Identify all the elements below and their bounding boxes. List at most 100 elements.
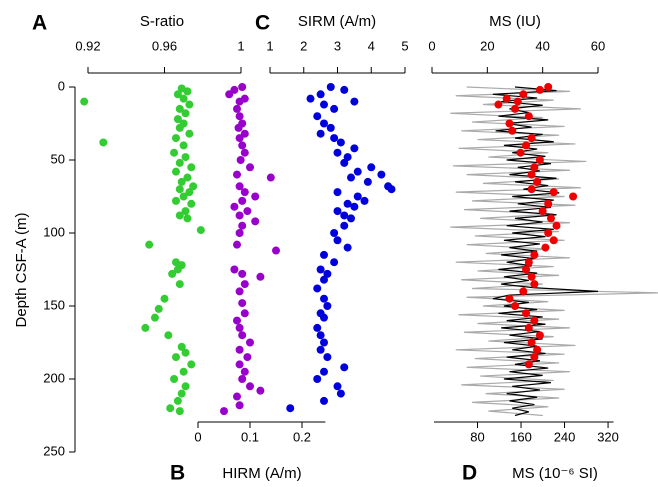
data-point [243, 353, 252, 362]
panel-letter: C [255, 12, 270, 35]
data-point [160, 294, 169, 303]
data-point [171, 353, 180, 362]
data-point [233, 170, 241, 179]
panel-letter: A [32, 12, 47, 35]
data-point [175, 185, 184, 194]
data-point [511, 302, 519, 310]
data-point [549, 188, 558, 197]
data-point [313, 323, 322, 332]
data-point [235, 97, 244, 106]
data-point [527, 338, 536, 347]
data-point [313, 375, 322, 383]
data-point [171, 167, 180, 176]
data-point [508, 126, 517, 135]
data-point [527, 272, 536, 281]
data-point [522, 309, 531, 318]
data-point [524, 112, 533, 121]
data-point [333, 382, 342, 391]
data-point [196, 226, 205, 235]
data-point [527, 185, 536, 194]
data-point [179, 192, 188, 201]
data-point [240, 188, 249, 197]
data-point [377, 170, 386, 179]
data-point [320, 313, 328, 322]
data-point [286, 404, 295, 413]
data-point [535, 331, 544, 340]
data-point [183, 214, 192, 223]
data-point [546, 214, 555, 223]
data-point [387, 185, 396, 194]
data-point [177, 389, 186, 398]
data-point [240, 148, 249, 157]
data-point [320, 338, 328, 347]
data-point [535, 85, 544, 94]
data-point [552, 221, 561, 230]
data-point [333, 148, 342, 157]
data-point [326, 123, 335, 132]
data-point [235, 229, 244, 237]
x-tick-label: 60 [591, 38, 605, 53]
data-point [336, 138, 345, 147]
data-point [340, 211, 349, 220]
data-point [246, 382, 254, 391]
data-point [530, 316, 539, 325]
data-point [535, 156, 544, 164]
data-point [183, 87, 192, 96]
x-tick-label: 2 [300, 38, 307, 53]
data-point [343, 199, 352, 208]
data-point [187, 360, 196, 369]
x-tick-label: 0.1 [241, 429, 259, 444]
x-tick-label: 320 [597, 429, 619, 444]
data-point [272, 246, 280, 255]
data-point [179, 141, 188, 150]
x-tick-label: 240 [554, 429, 576, 444]
data-point [235, 287, 244, 296]
data-point [238, 331, 247, 340]
panel-letter: B [170, 462, 185, 485]
data-point [187, 199, 196, 208]
x-tick-label: 80 [470, 429, 484, 444]
data-point [235, 112, 244, 121]
data-point [340, 158, 349, 167]
data-point [336, 389, 345, 398]
y-tick-label: 0 [58, 78, 65, 93]
data-point [234, 123, 243, 132]
data-point [189, 182, 198, 191]
data-point [238, 269, 247, 278]
data-line [450, 86, 658, 417]
data-point [175, 280, 184, 289]
data-point [340, 221, 349, 230]
data-point [350, 144, 359, 153]
data-point [516, 148, 525, 157]
data-point [519, 90, 528, 99]
data-point [246, 338, 254, 347]
data-point [266, 173, 275, 182]
y-axis-title: Depth CSF-A (m) [13, 212, 30, 327]
data-point [538, 207, 547, 216]
data-point [236, 156, 245, 164]
data-point [522, 265, 531, 274]
x-tick-label: 1 [237, 38, 244, 53]
data-point [505, 119, 514, 128]
data-point [173, 265, 182, 274]
data-point [173, 396, 182, 405]
x-tick-label: 20 [480, 38, 494, 53]
data-point [256, 272, 265, 281]
data-point [343, 153, 352, 162]
data-point [181, 153, 190, 162]
data-point [173, 90, 182, 99]
data-point [323, 353, 332, 362]
data-point [181, 348, 190, 357]
data-point [235, 345, 244, 354]
y-tick-label: 250 [43, 443, 65, 458]
data-point [320, 100, 328, 109]
data-point [533, 345, 542, 354]
data-point [313, 112, 322, 121]
data-point [141, 323, 150, 332]
data-point [340, 363, 349, 372]
x-tick-label: 0.92 [75, 38, 100, 53]
data-point [533, 177, 542, 186]
data-point [530, 280, 539, 289]
